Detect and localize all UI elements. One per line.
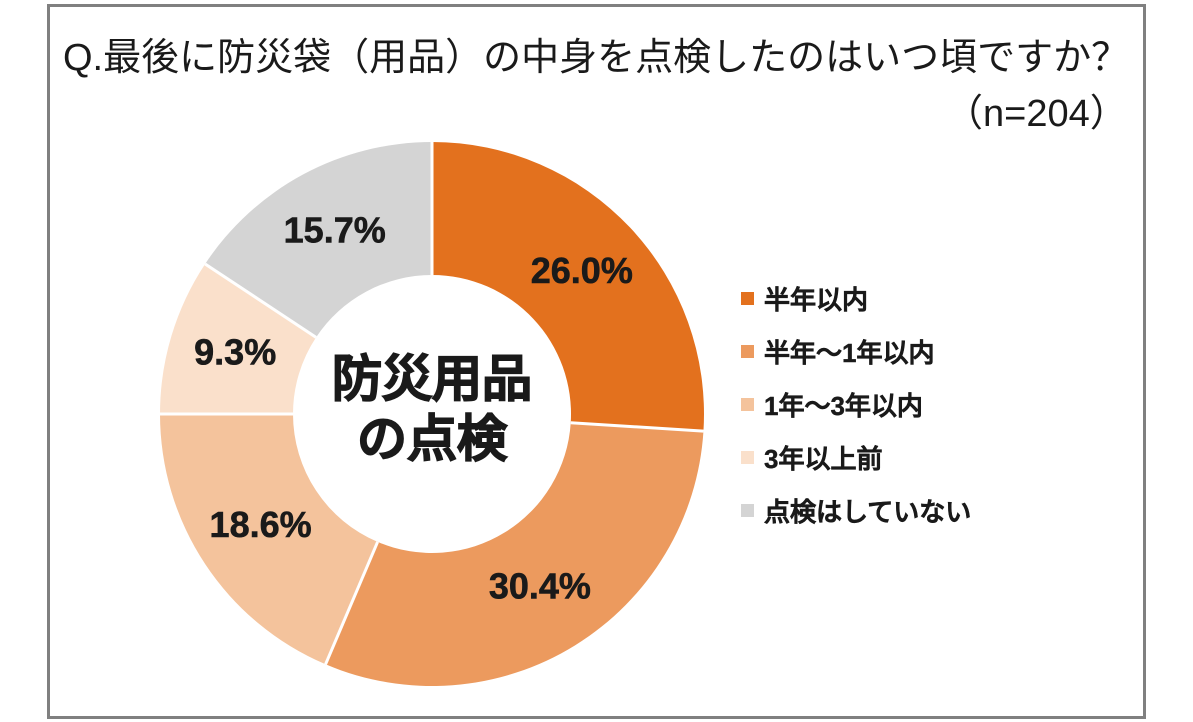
svg-text:防災用品: 防災用品 bbox=[332, 351, 532, 407]
svg-text:18.6%: 18.6% bbox=[210, 504, 312, 545]
svg-text:30.4%: 30.4% bbox=[489, 565, 591, 606]
svg-text:15.7%: 15.7% bbox=[284, 210, 386, 251]
svg-text:26.0%: 26.0% bbox=[531, 250, 633, 291]
svg-text:9.3%: 9.3% bbox=[194, 331, 276, 372]
svg-text:の点検: の点検 bbox=[357, 411, 508, 467]
